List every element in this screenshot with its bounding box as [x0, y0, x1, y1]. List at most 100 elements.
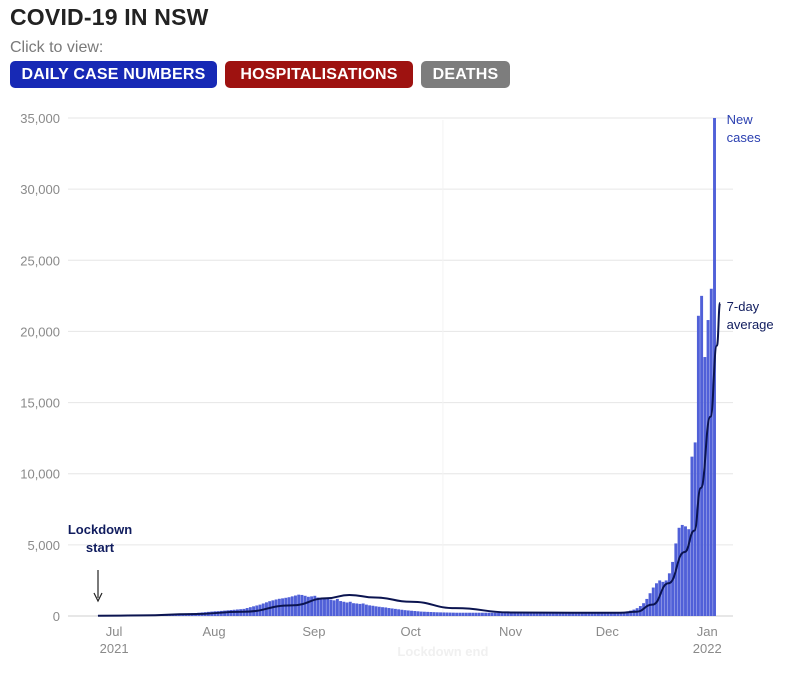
case-bar [451, 612, 455, 616]
case-bar [561, 612, 565, 616]
case-bar [474, 612, 478, 616]
lockdown-end-label: Lockdown end [397, 644, 488, 659]
case-bar [564, 612, 568, 616]
lockdown-start-label: start [86, 540, 115, 555]
case-bar [284, 597, 288, 616]
case-bar [609, 612, 613, 616]
case-bar [687, 529, 691, 616]
y-tick-label: 35,000 [20, 111, 60, 126]
hospitalisations-button[interactable]: HOSPITALISATIONS [225, 61, 413, 88]
x-tick-label: Nov [499, 624, 523, 639]
case-bar [690, 456, 694, 616]
case-bar [503, 612, 507, 616]
x-tick-year-label: 2022 [693, 641, 722, 656]
case-bar [484, 612, 488, 616]
case-bar [364, 604, 368, 616]
y-tick-label: 30,000 [20, 182, 60, 197]
case-bar [632, 609, 636, 616]
axes: 0 5,000 10,000 15,000 20,000 25,000 30,000 35,0… [20, 111, 721, 656]
case-bar [626, 611, 629, 616]
case-bar [410, 610, 413, 616]
case-bar [522, 612, 526, 616]
case-bar [464, 612, 468, 616]
x-tick-label: Jul [106, 624, 123, 639]
case-bar [590, 612, 594, 616]
case-bar [538, 612, 542, 616]
case-bar [519, 612, 523, 616]
deaths-button[interactable]: DEATHS [421, 61, 510, 88]
case-bar [316, 597, 320, 616]
case-bar [429, 612, 433, 616]
case-bar [500, 612, 504, 616]
y-tick-label: 0 [53, 609, 60, 624]
case-bar [371, 605, 375, 616]
case-bar [606, 612, 610, 616]
grid-lines [68, 117, 733, 617]
case-bar [390, 608, 394, 616]
page-title: COVID-19 IN NSW [10, 4, 209, 30]
case-bar [442, 612, 446, 616]
case-bar [555, 612, 559, 616]
seven-day-average-label: average [727, 317, 774, 332]
case-bar [497, 612, 501, 616]
case-bar [326, 598, 330, 616]
lockdown-start-label: Lockdown [68, 522, 132, 537]
case-bar [461, 612, 465, 616]
subtitle: Click to view: [10, 39, 104, 56]
case-bar [387, 608, 391, 616]
case-bar [403, 610, 407, 616]
case-bar [680, 524, 684, 616]
case-bar [426, 611, 430, 616]
case-bar [323, 597, 326, 616]
case-bar [400, 609, 404, 616]
case-bar [439, 612, 442, 616]
y-tick-label: 25,000 [20, 253, 60, 268]
case-bar [335, 598, 339, 616]
case-bar [567, 612, 571, 616]
case-bar [345, 602, 349, 616]
average-series [97, 301, 722, 617]
seven-day-average-label: 7-day [727, 299, 760, 314]
case-bar [703, 357, 707, 616]
case-bar [558, 612, 562, 616]
daily-case-numbers-button[interactable]: DAILY CASE NUMBERS [10, 61, 217, 88]
case-bar [655, 583, 658, 616]
case-bar [381, 607, 384, 616]
case-bar [487, 612, 491, 616]
case-bar [542, 612, 546, 616]
case-bar [361, 603, 365, 616]
case-bar [661, 581, 665, 616]
view-button-group: DAILY CASE NUMBERS HOSPITALISATIONS DEAT… [10, 61, 510, 88]
case-bar [393, 608, 397, 616]
case-bar [277, 598, 281, 616]
y-tick-label: 15,000 [20, 396, 60, 411]
case-bar [432, 612, 436, 616]
case-bar [529, 612, 533, 616]
case-bar [629, 610, 633, 616]
case-bar [303, 595, 307, 616]
case-bar [377, 606, 381, 616]
case-bar [397, 609, 401, 616]
case-bar [684, 526, 687, 616]
case-bar [332, 600, 336, 616]
case-bar [300, 594, 304, 616]
case-bar [532, 612, 536, 616]
case-bar [342, 601, 346, 616]
case-bar [493, 612, 497, 616]
new-cases-label: cases [727, 130, 761, 145]
case-bar [287, 597, 291, 616]
case-bar [600, 612, 604, 616]
case-bar [419, 611, 423, 616]
case-bar [458, 612, 462, 616]
case-bar [348, 601, 352, 616]
case-bar [706, 320, 710, 616]
case-bar [548, 612, 552, 616]
case-bar [593, 612, 597, 616]
case-bar [622, 612, 626, 616]
case-bar [587, 612, 591, 616]
case-bar [526, 612, 530, 616]
case-bar [651, 587, 655, 616]
case-bar [384, 607, 388, 616]
case-bar [471, 612, 475, 616]
case-bar [696, 315, 700, 616]
